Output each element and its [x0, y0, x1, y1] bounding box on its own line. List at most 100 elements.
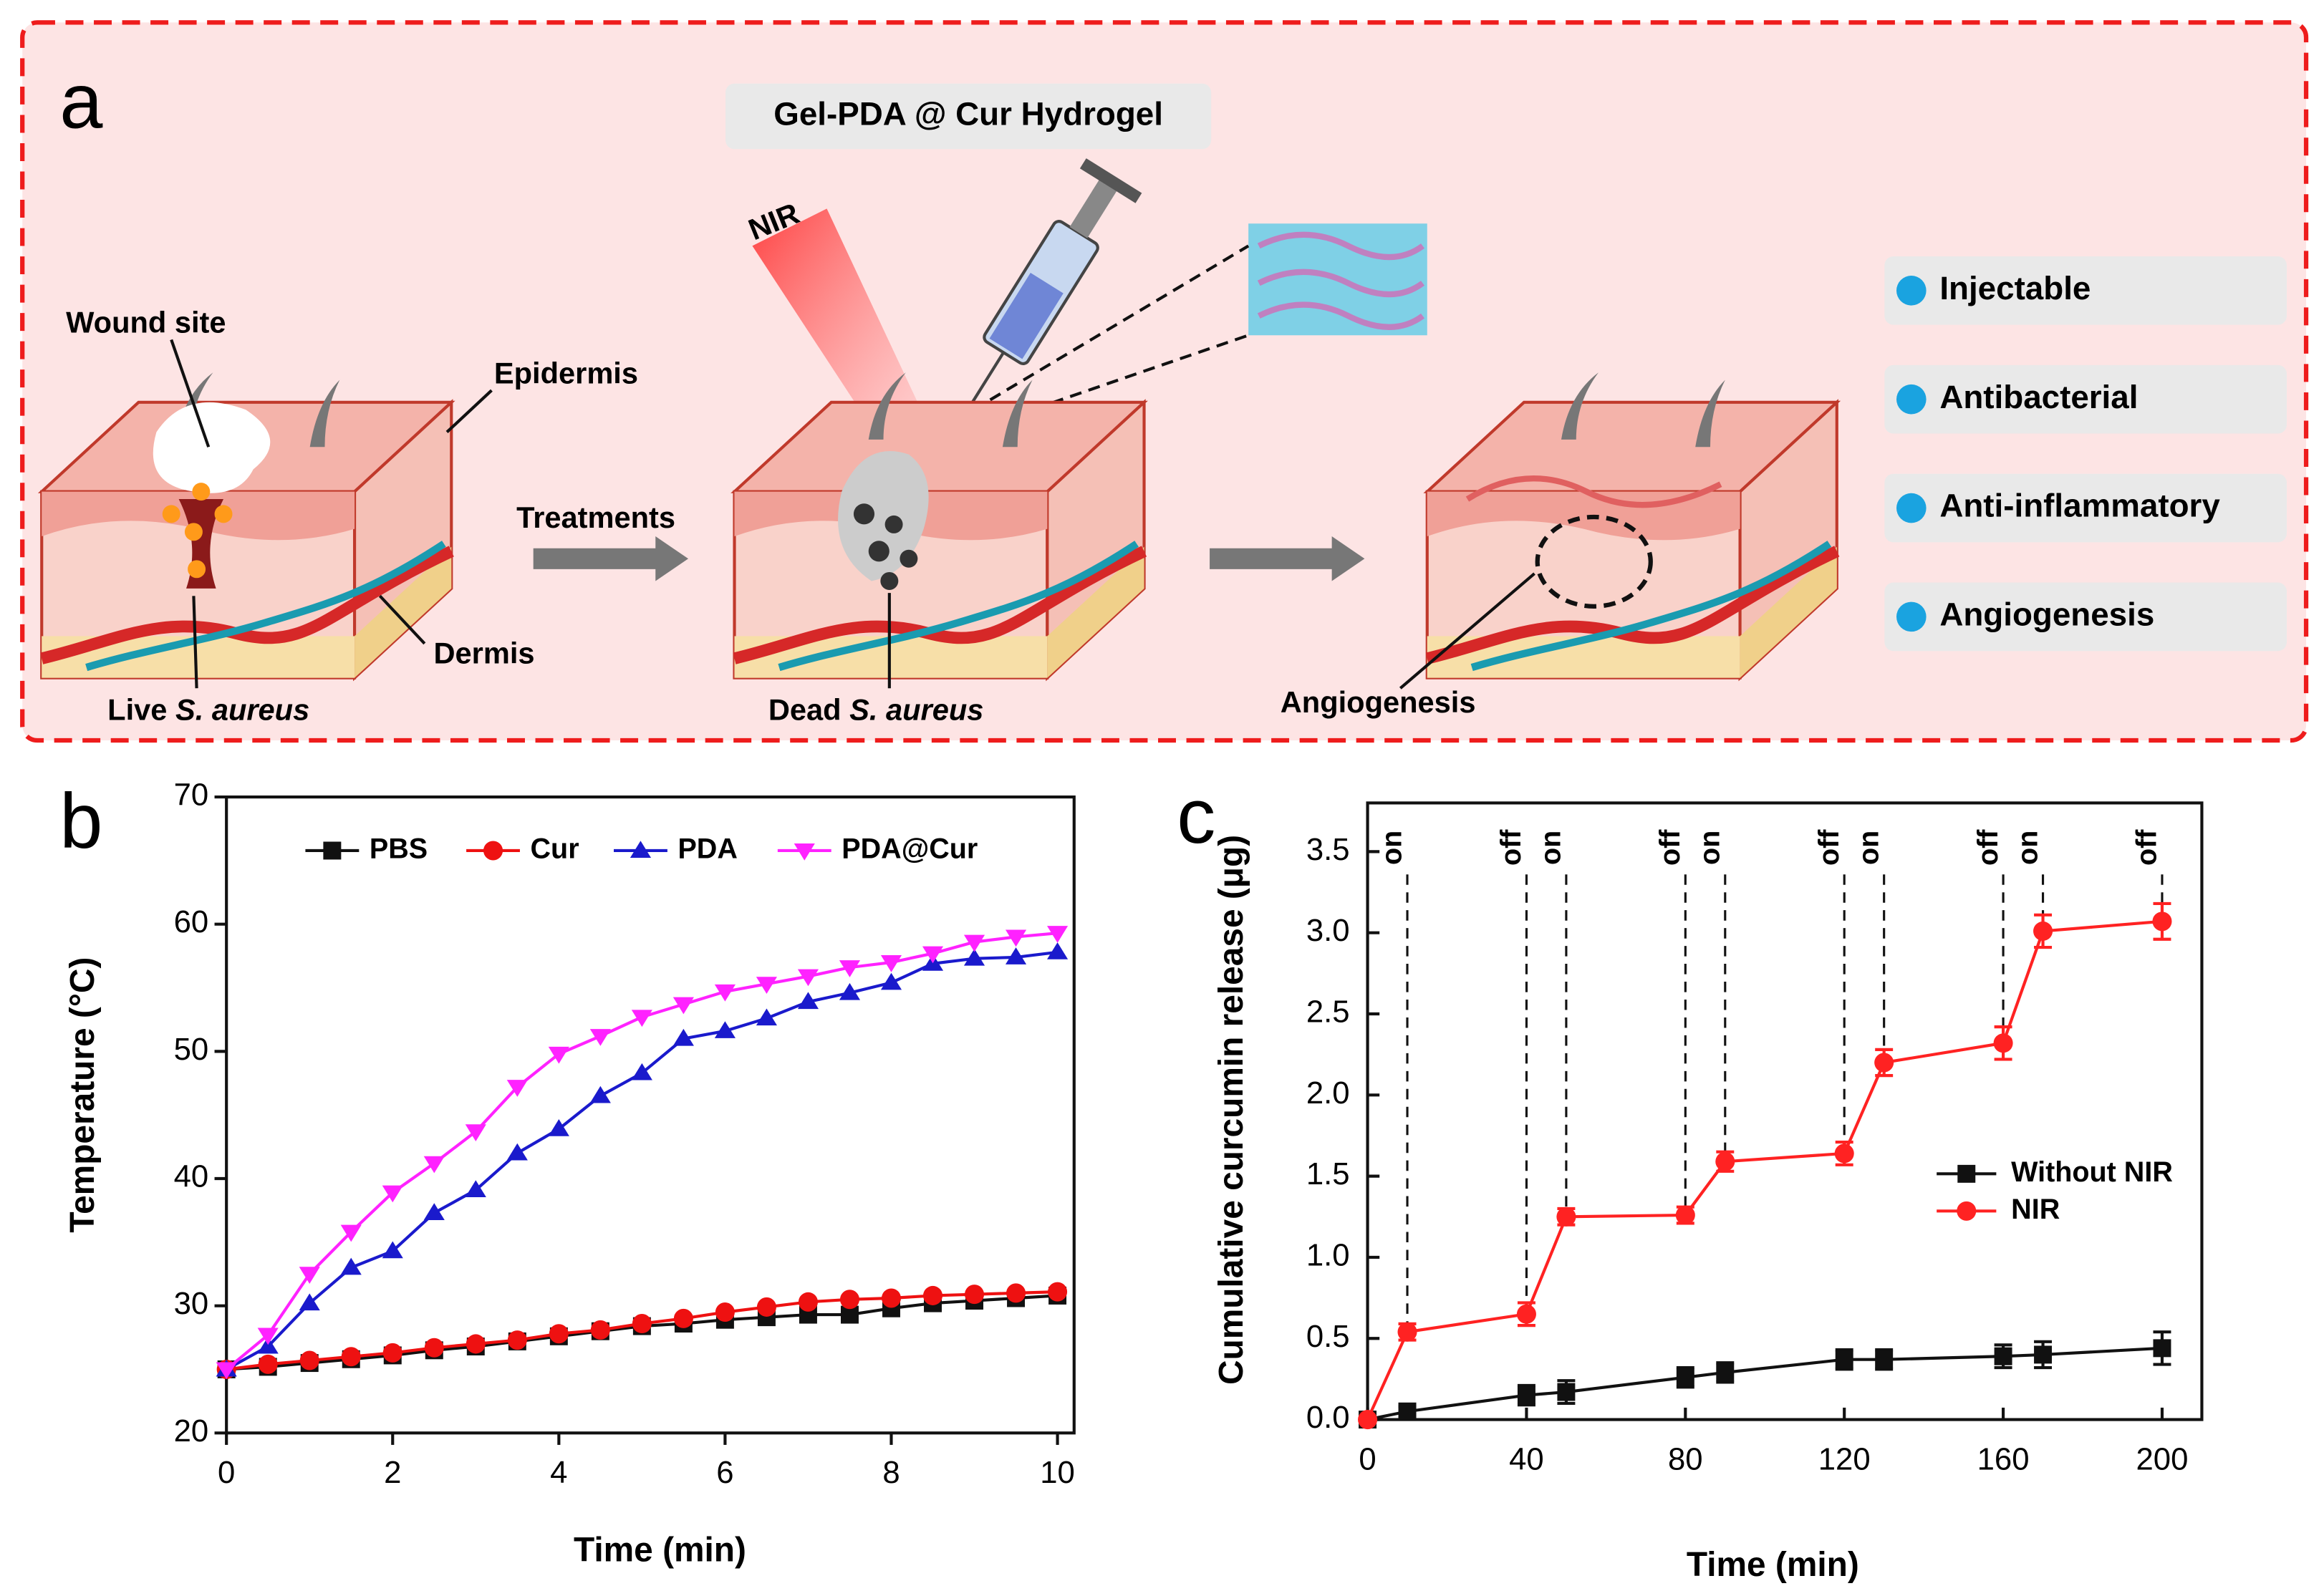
- hydrogel-wound: [838, 451, 929, 581]
- dead-label: Dead S. aureus: [768, 692, 984, 726]
- marker: [1517, 1386, 1535, 1405]
- legend-marker: [483, 841, 503, 861]
- marker: [631, 1010, 652, 1027]
- marker: [382, 1185, 403, 1203]
- wound-label: Wound site: [66, 306, 226, 339]
- switch-label: off: [1495, 829, 1527, 866]
- marker: [715, 1302, 735, 1322]
- x-tick-label: 40: [1509, 1441, 1544, 1476]
- legend-marker: [323, 841, 342, 860]
- legend-label: Without NIR: [2011, 1156, 2173, 1188]
- legend-label: PDA@Cur: [842, 833, 978, 864]
- marker: [340, 1257, 362, 1275]
- marker: [216, 1362, 237, 1380]
- x-tick-label: 0: [1359, 1441, 1376, 1476]
- marker: [1516, 1304, 1536, 1324]
- marker: [1358, 1410, 1378, 1430]
- legend-marker: [1957, 1201, 1977, 1221]
- marker: [756, 1008, 777, 1026]
- x-tick-label: 0: [218, 1455, 235, 1490]
- y-tick-label: 1.0: [1306, 1237, 1350, 1272]
- panel-label: a: [59, 58, 103, 145]
- x-tick-label: 6: [716, 1455, 733, 1490]
- marker: [382, 1343, 402, 1363]
- marker: [797, 992, 819, 1010]
- y-tick-label: 0.0: [1306, 1400, 1350, 1435]
- marker: [1398, 1402, 1417, 1421]
- marker: [963, 934, 985, 952]
- marker: [1994, 1347, 2012, 1365]
- marker: [1397, 1322, 1417, 1342]
- angiogenesis-label: Angiogenesis: [1281, 685, 1476, 719]
- marker: [548, 1046, 569, 1064]
- marker: [590, 1320, 610, 1340]
- marker: [506, 1080, 528, 1097]
- x-tick-label: 2: [384, 1455, 401, 1490]
- switch-label: on: [1535, 831, 1567, 865]
- marker: [382, 1241, 403, 1259]
- feature-box: [1884, 582, 2287, 652]
- marker: [839, 1290, 859, 1310]
- marker: [714, 984, 736, 1002]
- marker: [465, 1124, 486, 1142]
- feature-label: Injectable: [1939, 270, 2091, 306]
- live-word: Live: [107, 692, 167, 726]
- marker: [922, 946, 944, 964]
- arrow: [1210, 536, 1365, 581]
- marker: [1874, 1053, 1894, 1073]
- feature-box: [1884, 473, 2287, 543]
- marker: [881, 1288, 902, 1308]
- marker: [299, 1350, 319, 1370]
- feature-box: [1884, 256, 2287, 325]
- label-box: [725, 83, 1212, 150]
- marker: [632, 1314, 652, 1334]
- marker: [423, 1156, 445, 1174]
- marker: [424, 1338, 444, 1358]
- x-tick-label: 120: [1818, 1441, 1871, 1476]
- marker: [340, 1224, 362, 1242]
- marker: [299, 1267, 320, 1284]
- marker: [548, 1118, 569, 1136]
- species: S. aureus: [175, 692, 309, 726]
- marker: [589, 1029, 611, 1046]
- marker: [506, 1143, 528, 1161]
- x-tick-label: 80: [1668, 1441, 1703, 1476]
- marker: [257, 1328, 279, 1345]
- dermis-label: Dermis: [434, 636, 535, 669]
- marker: [965, 1285, 985, 1305]
- marker: [963, 948, 985, 966]
- marker: [631, 1063, 652, 1080]
- wound: [153, 402, 271, 493]
- y-tick-label: 1.5: [1306, 1156, 1350, 1191]
- marker: [2033, 921, 2053, 941]
- marker: [797, 969, 819, 987]
- legend-label: NIR: [2011, 1194, 2060, 1225]
- marker: [672, 1028, 694, 1046]
- marker: [2153, 1339, 2171, 1358]
- y-tick-label: 70: [174, 778, 209, 813]
- marker: [1556, 1206, 1576, 1227]
- legend-marker: [1957, 1164, 1976, 1183]
- marker: [2034, 1345, 2053, 1364]
- feature-label: Angiogenesis: [1939, 596, 2154, 632]
- marker: [1875, 1350, 1894, 1369]
- switch-label: off: [2131, 829, 2163, 866]
- marker: [1047, 942, 1069, 959]
- feature-label: Antibacterial: [1939, 379, 2138, 415]
- switch-label: off: [1813, 829, 1845, 866]
- legend-label: Cur: [531, 833, 579, 864]
- marker: [1835, 1350, 1853, 1369]
- panel-label: c: [1177, 773, 1215, 859]
- x-tick-label: 200: [2136, 1441, 2189, 1476]
- plot-frame: [1366, 801, 2204, 1421]
- hydrogel-label: Gel-PDA @ Cur Hydrogel: [773, 96, 1163, 132]
- marker: [880, 955, 902, 972]
- marker: [299, 1293, 320, 1311]
- marker: [549, 1324, 569, 1344]
- marker: [465, 1180, 486, 1197]
- marker: [922, 1285, 943, 1305]
- switch-label: on: [1376, 831, 1408, 865]
- marker: [880, 972, 902, 990]
- marker: [1716, 1363, 1735, 1382]
